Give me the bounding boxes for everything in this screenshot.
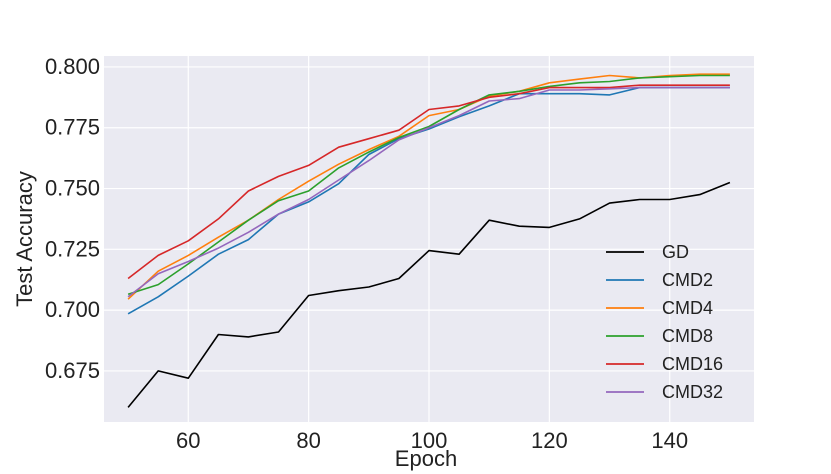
x-axis-label: Epoch [395, 446, 457, 471]
tick-labels: 60 80 100 120 140 0.675 0.700 0.725 0.750 0.775 0.… [45, 54, 688, 453]
y-tick-label: 0.750 [45, 176, 100, 201]
x-tick-label: 80 [296, 428, 320, 453]
legend-label-cmd32: CMD32 [662, 382, 723, 402]
legend: GD CMD2 CMD4 CMD8 CMD16 CMD32 [606, 242, 723, 402]
series-line-cmd16 [127, 84, 730, 280]
x-tick-label: 120 [531, 428, 568, 453]
y-axis-label: Test Accuracy [12, 171, 37, 307]
x-tick-label: 60 [176, 428, 200, 453]
series-line-gd [127, 181, 731, 408]
y-tick-label: 0.675 [45, 358, 100, 383]
series-line-cmd32 [127, 86, 730, 298]
series-line-cmd8 [127, 74, 730, 296]
y-tick-label: 0.800 [45, 54, 100, 79]
series-line-cmd2 [127, 86, 730, 315]
x-tick-label: 100 [411, 428, 448, 453]
legend-label-gd: GD [662, 242, 689, 262]
legend-label-cmd16: CMD16 [662, 354, 723, 374]
y-tick-label: 0.700 [45, 297, 100, 322]
x-tick-label: 140 [651, 428, 688, 453]
series-lines [127, 73, 731, 408]
legend-label-cmd2: CMD2 [662, 270, 713, 290]
legend-label-cmd4: CMD4 [662, 298, 713, 318]
legend-label-cmd8: CMD8 [662, 326, 713, 346]
series-line-cmd4 [127, 73, 730, 300]
y-tick-label: 0.775 [45, 115, 100, 140]
y-tick-label: 0.725 [45, 236, 100, 261]
